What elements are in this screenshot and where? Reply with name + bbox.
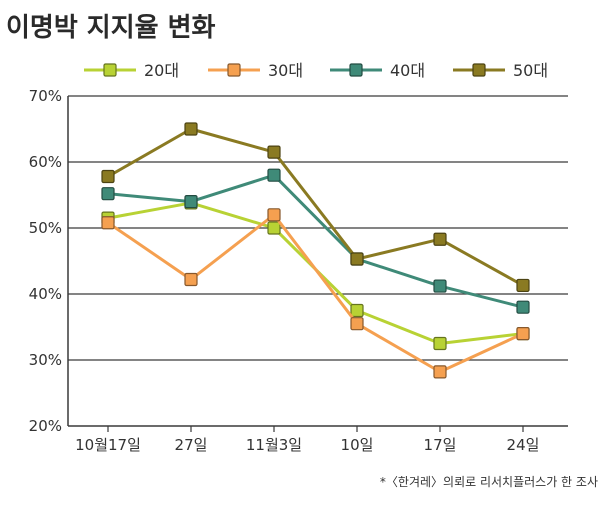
legend-marker xyxy=(472,63,486,77)
legend: 20대 30대 40대 50대 xyxy=(84,61,548,80)
y-tick-label: 40% xyxy=(29,285,62,303)
legend-item-40대: 40대 xyxy=(330,61,425,80)
y-tick-label: 50% xyxy=(29,219,62,237)
legend-marker xyxy=(349,63,363,77)
data-point xyxy=(350,252,364,266)
legend-item-30대: 30대 xyxy=(208,61,303,80)
data-point xyxy=(267,168,281,182)
series-group xyxy=(101,122,530,379)
data-point xyxy=(433,365,447,379)
series-line xyxy=(107,127,524,287)
x-tick-label: 24일 xyxy=(507,436,540,454)
series-30대 xyxy=(101,208,530,379)
x-axis: 10월17일 27일 11월3일 10일 17일 24일 xyxy=(68,425,568,454)
data-point xyxy=(184,195,198,209)
data-point xyxy=(101,187,115,201)
x-tick-label: 10월17일 xyxy=(75,436,141,454)
gridlines xyxy=(68,95,568,361)
series-40대 xyxy=(101,168,530,314)
y-tick-label: 20% xyxy=(29,417,62,435)
x-tick-label: 10일 xyxy=(341,436,374,454)
data-point xyxy=(516,327,530,341)
data-point xyxy=(101,169,115,184)
series-50대 xyxy=(101,122,530,293)
legend-label: 50대 xyxy=(513,61,548,80)
legend-label: 20대 xyxy=(144,61,179,80)
data-point xyxy=(350,303,364,318)
data-point xyxy=(350,317,364,331)
series-20대 xyxy=(101,196,530,351)
data-point xyxy=(267,208,281,222)
legend-marker xyxy=(227,63,241,77)
data-point xyxy=(267,145,281,159)
legend-item-50대: 50대 xyxy=(453,61,548,80)
y-tick-label: 60% xyxy=(29,153,62,171)
y-tick-label: 70% xyxy=(29,87,62,105)
legend-label: 40대 xyxy=(390,61,425,80)
x-tick-label: 27일 xyxy=(175,436,208,454)
chart-title: 이명박 지지율 변화 xyxy=(6,13,216,43)
data-point xyxy=(267,221,281,235)
series-line xyxy=(107,173,524,309)
legend-item-20대: 20대 xyxy=(84,61,179,80)
series-line xyxy=(107,213,524,374)
y-axis: 20% 30% 40% 50% 60% 70% xyxy=(29,87,69,435)
data-point xyxy=(433,336,447,351)
source-note: *〈한겨레〉의뢰로 리서치플러스가 한 조사 xyxy=(380,475,598,489)
data-point xyxy=(101,216,115,230)
legend-marker xyxy=(103,63,117,77)
series-line xyxy=(107,201,524,345)
data-point xyxy=(433,279,447,293)
data-point xyxy=(516,278,530,293)
data-point xyxy=(184,272,198,287)
data-point xyxy=(433,232,447,246)
data-point xyxy=(184,122,198,136)
x-tick-label: 11월3일 xyxy=(246,436,302,454)
y-tick-label: 30% xyxy=(29,351,62,369)
legend-label: 30대 xyxy=(268,61,303,80)
x-tick-label: 17일 xyxy=(424,436,457,454)
data-point xyxy=(516,300,530,314)
